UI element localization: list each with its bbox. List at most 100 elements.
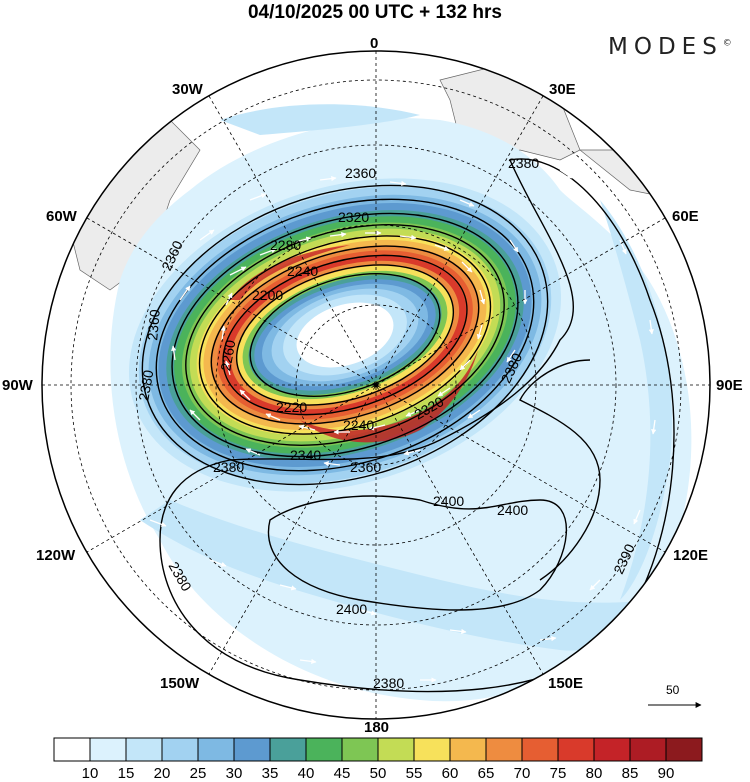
lon-label-120w: 120W — [36, 547, 76, 564]
vector — [199, 619, 217, 626]
vector — [648, 319, 654, 335]
colorbar-tick-label: 30 — [226, 765, 243, 782]
map-outline — [41, 50, 711, 720]
vector — [461, 261, 473, 273]
vector — [225, 292, 233, 306]
vector — [220, 325, 226, 341]
vector — [389, 180, 407, 186]
vector — [633, 509, 641, 525]
contour-label: 2380 — [213, 459, 244, 475]
vector — [368, 424, 386, 431]
vector — [299, 658, 317, 664]
contour-label: 2380 — [373, 675, 404, 691]
vector — [619, 239, 627, 255]
jet-stream-core — [128, 178, 562, 492]
colorbar-box — [665, 737, 703, 762]
vector — [459, 199, 475, 207]
wind-region-outer-south — [140, 500, 650, 651]
contours — [141, 158, 675, 693]
colorbar-tick-label: 80 — [586, 765, 603, 782]
contour-2400-south — [267, 495, 567, 611]
colorbar: 10 15 20 25 30 35 40 45 50 55 60 65 70 75 80 85 90 — [53, 737, 703, 782]
colorbar-box — [341, 737, 379, 762]
contour-label: 2320 — [338, 209, 369, 225]
colorbar-box — [449, 737, 487, 762]
copyright-mark: © — [722, 38, 732, 49]
contour-2280 — [198, 235, 492, 435]
lon-label-30e: 30E — [549, 81, 576, 98]
vector — [399, 234, 417, 240]
colorbar-tick-label: 45 — [334, 765, 351, 782]
colorbar-tick-label: 55 — [406, 765, 423, 782]
longitude-labels: 0 30W 30E 60W 60E 90W 90E 120W 120E 150W… — [2, 35, 743, 736]
colorbar-tick-label: 35 — [262, 765, 279, 782]
colorbar-box — [125, 737, 163, 762]
colorbar-tick-label: 50 — [370, 765, 387, 782]
vector — [476, 324, 483, 340]
colorbar-box — [521, 737, 559, 762]
contour-2320 — [171, 212, 519, 458]
vector — [559, 169, 573, 179]
lon-label-180: 180 — [364, 719, 389, 736]
vector — [506, 349, 516, 363]
graticule — [42, 51, 710, 719]
vector — [298, 424, 316, 431]
vector — [249, 193, 267, 201]
colorbar-tick-label: 60 — [442, 765, 459, 782]
contour-2390-east — [519, 359, 601, 581]
colorbar-tick-label: 20 — [154, 765, 171, 782]
contour-label: 2400 — [433, 493, 464, 509]
contour-2360-outer — [141, 184, 549, 486]
lon-label-0: 0 — [370, 35, 378, 52]
contour-label: 2220 — [276, 399, 307, 415]
contour-label: 2260 — [217, 338, 238, 372]
colorbar-box — [89, 737, 127, 762]
contour-label: 2400 — [497, 502, 528, 518]
vector — [405, 409, 421, 417]
colorbar-tick-label: 40 — [298, 765, 315, 782]
contour-label: 2280 — [270, 237, 301, 253]
jet-lobe-red-northwest — [230, 245, 350, 300]
vector — [449, 628, 467, 634]
vector — [265, 413, 281, 421]
colorbar-tick-label: 65 — [478, 765, 495, 782]
colorbar-box — [305, 737, 343, 762]
vector — [329, 232, 347, 238]
colorbar-box — [53, 737, 91, 762]
vector — [179, 285, 191, 301]
lon-label-150e: 150E — [548, 675, 583, 692]
vector — [651, 419, 657, 435]
contour-label: 2380 — [135, 368, 156, 402]
colorbar-box — [161, 737, 199, 762]
lon-label-120e: 120E — [673, 547, 708, 564]
contour-label: 2360 — [144, 308, 163, 341]
colorbar-boxes — [53, 737, 703, 762]
colorbar-box — [269, 737, 307, 762]
vector — [199, 229, 215, 241]
contour-2300 — [185, 224, 505, 446]
vector — [259, 248, 277, 256]
vector — [224, 360, 231, 376]
vector — [209, 559, 227, 567]
colorbar-box — [413, 737, 451, 762]
vector — [509, 239, 519, 253]
colorbar-box — [557, 737, 595, 762]
colorbar-tick-label: 75 — [550, 765, 567, 782]
colorbar-tick-label: 10 — [82, 765, 99, 782]
vector — [434, 244, 450, 251]
colorbar-box — [197, 737, 235, 762]
vector — [403, 449, 421, 456]
vector — [459, 359, 471, 371]
pole-marker — [373, 382, 379, 388]
vector — [294, 236, 312, 243]
map-title: 04/10/2025 00 UTC + 132 hrs — [247, 2, 503, 23]
jet-ring-inner-10 — [296, 302, 394, 368]
contour-2240 — [222, 254, 468, 416]
lon-label-30w: 30W — [172, 81, 204, 98]
colorbar-ticks: 10 15 20 25 30 35 40 45 50 55 60 65 70 75 80 85 90 — [82, 765, 675, 782]
vector — [149, 519, 167, 527]
colorbar-box — [629, 737, 667, 762]
contour-2200 — [249, 273, 441, 397]
reference-vector: 50 — [648, 683, 702, 708]
vector — [467, 409, 481, 419]
